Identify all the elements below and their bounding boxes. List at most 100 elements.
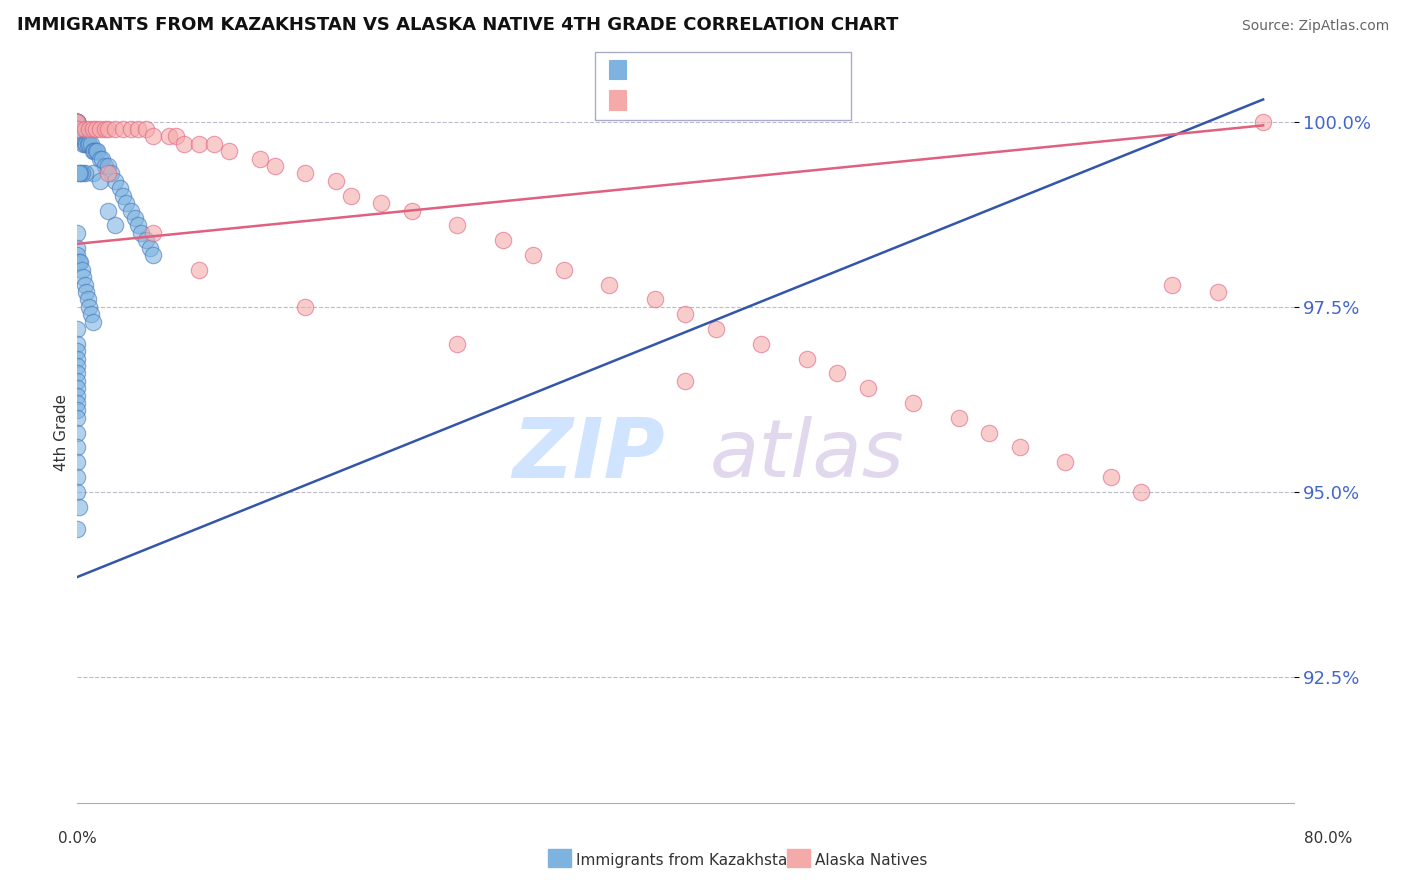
Point <box>1161 277 1184 292</box>
Point <box>127 122 149 136</box>
Point <box>66 410 89 425</box>
Point <box>69 255 91 269</box>
Point <box>66 122 89 136</box>
Point <box>644 293 666 307</box>
Point <box>796 351 818 366</box>
Point <box>751 336 773 351</box>
Point <box>827 367 849 381</box>
Text: Source: ZipAtlas.com: Source: ZipAtlas.com <box>1241 20 1389 33</box>
Point <box>202 136 225 151</box>
Point <box>66 367 89 381</box>
Point <box>108 181 131 195</box>
Point <box>66 114 89 128</box>
Point <box>70 129 93 144</box>
Point <box>66 122 89 136</box>
Point <box>66 381 89 395</box>
Point <box>218 145 240 159</box>
Point <box>67 129 90 144</box>
Point <box>80 136 103 151</box>
Point <box>66 122 89 136</box>
Point <box>66 114 89 128</box>
Point <box>66 336 89 351</box>
Point <box>70 167 93 181</box>
Point <box>66 114 89 128</box>
Point <box>111 122 134 136</box>
Point <box>66 455 89 469</box>
Point <box>1099 470 1122 484</box>
Point <box>492 233 515 247</box>
Point <box>83 145 105 159</box>
Point <box>1130 484 1153 499</box>
Text: atlas: atlas <box>710 416 904 494</box>
Y-axis label: 4th Grade: 4th Grade <box>53 394 69 471</box>
Point <box>100 167 122 181</box>
Point <box>97 167 120 181</box>
Point <box>89 122 111 136</box>
Point <box>115 196 138 211</box>
Point <box>165 129 187 144</box>
Point <box>84 145 107 159</box>
Point <box>104 122 127 136</box>
Point <box>370 196 392 211</box>
Point <box>401 203 423 218</box>
Point <box>75 136 97 151</box>
Point <box>598 277 620 292</box>
Point <box>75 285 97 299</box>
Point <box>249 152 271 166</box>
Point <box>142 248 165 262</box>
Point <box>66 122 89 136</box>
Point <box>120 203 142 218</box>
Point <box>135 122 157 136</box>
Point <box>66 122 89 136</box>
Point <box>66 114 89 128</box>
Point <box>77 136 100 151</box>
Point <box>66 114 89 128</box>
Point <box>73 167 96 181</box>
Point <box>704 322 727 336</box>
Point <box>856 381 879 395</box>
Text: IMMIGRANTS FROM KAZAKHSTAN VS ALASKA NATIVE 4TH GRADE CORRELATION CHART: IMMIGRANTS FROM KAZAKHSTAN VS ALASKA NAT… <box>17 16 898 34</box>
Point <box>84 122 107 136</box>
Point <box>325 174 347 188</box>
Text: ZIP: ZIP <box>512 414 665 495</box>
Point <box>66 389 89 403</box>
Point <box>70 262 93 277</box>
Point <box>82 145 104 159</box>
Point <box>446 219 468 233</box>
Text: Alaska Natives: Alaska Natives <box>815 854 928 868</box>
Point <box>66 114 89 128</box>
Point <box>66 122 89 136</box>
Point <box>340 188 363 202</box>
Text: 80.0%: 80.0% <box>1305 831 1353 846</box>
Point <box>66 122 89 136</box>
Point <box>97 159 120 173</box>
Point <box>72 270 94 285</box>
Point <box>1206 285 1229 299</box>
Point <box>264 159 287 173</box>
Point <box>66 441 89 455</box>
Point <box>675 374 697 388</box>
Point <box>66 122 89 136</box>
Point <box>67 500 90 514</box>
Point <box>82 122 104 136</box>
Point <box>124 211 146 225</box>
Point <box>73 122 96 136</box>
Point <box>67 129 90 144</box>
Point <box>70 129 93 144</box>
Point <box>72 136 94 151</box>
Point <box>86 145 108 159</box>
Point <box>66 122 89 136</box>
Point <box>79 122 101 136</box>
Point <box>127 219 149 233</box>
Point <box>142 226 165 240</box>
Point <box>142 129 165 144</box>
Point <box>66 122 89 136</box>
Point <box>93 122 115 136</box>
Point <box>979 425 1001 440</box>
Point <box>66 241 89 255</box>
Point <box>90 152 112 166</box>
Text: R = 0.142   N = 57: R = 0.142 N = 57 <box>634 92 792 111</box>
Point <box>77 293 100 307</box>
Point <box>73 136 96 151</box>
Point <box>948 410 970 425</box>
